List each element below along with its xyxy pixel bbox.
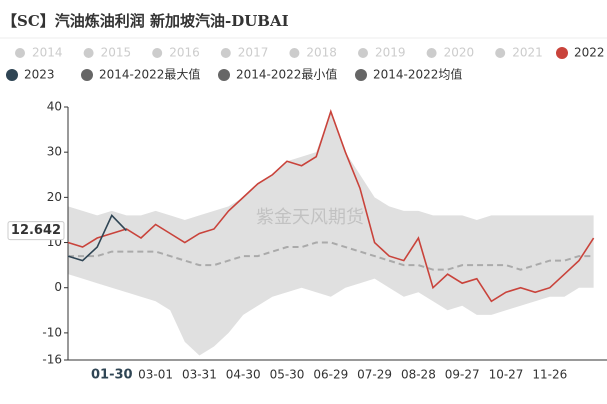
x-tick-label: 08-28 [401,368,436,382]
legend-label: 2020 [444,46,475,60]
legend-marker [556,47,568,59]
value-tag-label: 12.642 [11,223,61,238]
legend-marker [15,48,25,58]
legend-marker [495,48,506,58]
series-line [67,109,595,303]
range-band [68,111,594,356]
x-tick-label: 07-29 [357,368,392,382]
x-tick-label: 11-26 [532,368,567,382]
legend-label: 2022 [574,46,605,60]
y-tick-label: 30 [47,145,62,159]
legend-marker [81,69,93,81]
series-line [67,214,127,262]
legend-marker [83,48,94,58]
legend-marker [152,48,163,58]
legend-marker [426,48,437,58]
legend-label: 2014-2022最大值 [99,67,200,82]
y-tick-label: 0 [54,280,62,294]
legend-marker [355,69,367,81]
x-tick-label: 06-29 [313,368,348,382]
x-tick-label: 03-01 [138,368,173,382]
legend-label: 2019 [375,46,406,60]
legend-marker [220,48,231,58]
y-tick-label: -16 [42,353,62,367]
legend-label: 2018 [306,46,337,60]
chart-title: 【SC】汽油炼油利润 新加坡汽油-DUBAI [2,12,289,30]
legend-marker [358,48,368,58]
x-tick-label: 09-27 [445,368,480,382]
x-tick-label: 10-27 [489,368,524,382]
x-tick-label: 03-31 [182,368,217,382]
x-tick-label: 05-30 [270,368,305,382]
x-tick-label: 04-30 [226,368,261,382]
legend-label: 2017 [238,46,269,60]
legend-marker [6,69,18,81]
x-tick-label: 01-30 [91,368,133,383]
legend-label: 2014 [32,46,63,60]
legend-label: 2023 [24,68,55,82]
y-tick-label: 20 [47,190,62,204]
legend-label: 2014-2022均值 [373,67,462,82]
legend-label: 2016 [169,46,200,60]
value-tag [7,221,65,241]
legend-label: 2015 [101,46,132,60]
y-tick-label: -10 [42,325,62,339]
y-tick-label: 40 [47,100,62,114]
legend-marker [218,69,230,81]
legend-marker [289,48,300,58]
watermark: 紫金天风期货 [256,207,364,228]
legend-label: 2014-2022最小值 [236,67,337,82]
legend-label: 2021 [512,46,543,60]
